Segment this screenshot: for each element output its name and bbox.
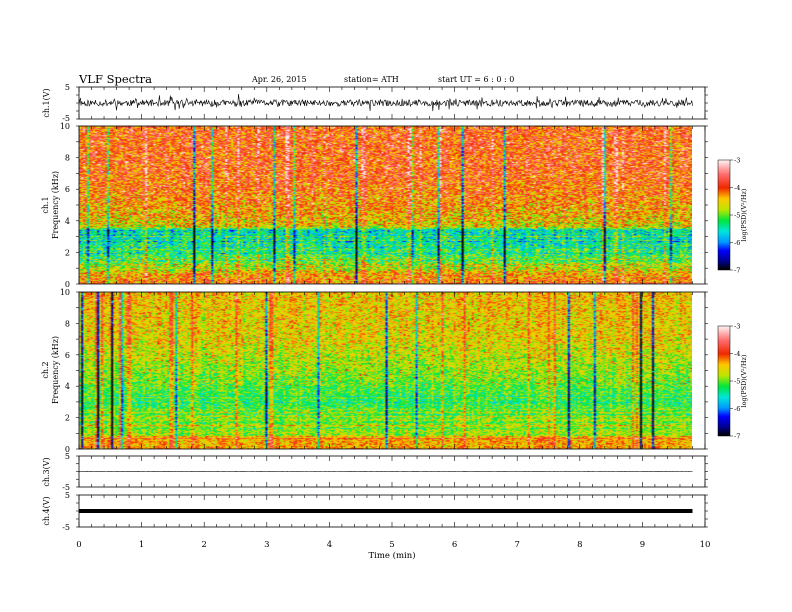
time-tick-label: 9 <box>640 540 645 550</box>
ch1-frequency-axis-label: Frequency (kHz) <box>51 171 60 239</box>
ch3-ytick-bottom: -5 <box>62 483 70 492</box>
time-tick-label: 0 <box>76 540 81 550</box>
ch2-spectrogram-image <box>79 292 692 449</box>
ch3-waveform-panel: 5 -5 ch.3(V) <box>42 452 708 492</box>
ch1-ytick-top: 5 <box>65 83 70 92</box>
ch4-waveform-ylabel: ch.4(V) <box>42 496 51 525</box>
ch1-spectrogram-panel: 0 2 4 6 8 10 ch.1 Frequency (kHz) <box>41 122 708 289</box>
frequency-tick-label: 8 <box>65 154 70 163</box>
time-tick-label: 5 <box>389 540 394 550</box>
ch3-waveform-ticks <box>76 455 708 488</box>
colorbar-tick-label: -4 <box>734 184 740 192</box>
ch2-frequency-axis-label: Frequency (kHz) <box>51 336 60 404</box>
ch2-spectrogram-panel: 0 2 4 6 8 10 ch.2 Frequency (kHz) <box>41 288 708 454</box>
ch2-colorbar-ticks: -3 -4 -5 -6 -7 <box>730 323 740 441</box>
time-tick-label: 6 <box>452 540 457 550</box>
time-tick-label: 7 <box>514 540 519 550</box>
colorbar-tick-label: -3 <box>734 323 740 331</box>
time-tick-label: 1 <box>139 540 144 550</box>
ch4-waveform-ticks <box>76 494 708 528</box>
ch1-spectrogram-image <box>79 126 692 284</box>
ch1-frequency-tick-labels: 0 2 4 6 8 10 <box>60 122 70 289</box>
ch3-waveform-ylabel: ch.3(V) <box>42 457 51 486</box>
time-tick-label: 3 <box>264 540 269 550</box>
date-label: Apr. 26, 2015 <box>251 75 307 84</box>
ch1-spectrogram-ticks <box>76 125 708 285</box>
ch2-channel-label: ch.2 <box>41 361 50 378</box>
ch4-waveform-panel: 5 -5 ch.4(V) <box>42 491 708 532</box>
ch1-channel-label: ch.1 <box>41 196 50 213</box>
ch1-waveform-ticks <box>76 86 708 120</box>
ch3-ytick-top: 5 <box>65 452 70 461</box>
ch2-frequency-tick-labels: 0 2 4 6 8 10 <box>60 288 70 454</box>
frequency-tick-label: 10 <box>60 288 70 297</box>
frequency-tick-label: 0 <box>65 445 70 454</box>
time-tick-label: 4 <box>327 540 332 550</box>
time-axis: 0 1 2 3 4 5 6 7 8 9 10 <box>76 540 710 550</box>
ch4-ytick-top: 5 <box>65 491 70 500</box>
frequency-tick-label: 4 <box>65 382 70 391</box>
ch1-colorbar-ticks: -3 -4 -5 -6 -7 <box>730 157 740 275</box>
ch1-waveform-line <box>78 93 693 112</box>
colorbar-tick-label: -4 <box>734 350 740 358</box>
frequency-tick-label: 10 <box>60 122 70 131</box>
colorbar-tick-label: -5 <box>734 378 740 386</box>
ch1-waveform-ylabel: ch.1(V) <box>42 88 51 117</box>
ch1-colorbar-gradient <box>718 160 730 270</box>
ch2-colorbar: -3 -4 -5 -6 -7 log(PSD)(V²/Hz) <box>717 323 748 441</box>
ch4-ytick-bottom: -5 <box>62 523 70 532</box>
colorbar-tick-label: -7 <box>734 433 740 441</box>
colorbar-tick-label: -6 <box>734 239 740 247</box>
ch1-colorbar-label: log(PSD)(V²/Hz) <box>740 188 748 241</box>
time-axis-label: Time (min) <box>368 550 415 561</box>
colorbar-tick-label: -7 <box>734 267 740 275</box>
start-time-label: start UT = 6 : 0 : 0 <box>438 75 514 84</box>
frequency-tick-label: 6 <box>65 351 70 360</box>
colorbar-tick-label: -3 <box>734 157 740 165</box>
colorbar-tick-label: -5 <box>734 212 740 220</box>
time-tick-label: 10 <box>700 540 711 550</box>
figure-title: VLF Spectra <box>78 72 152 86</box>
ch2-colorbar-gradient <box>718 326 730 436</box>
ch1-colorbar: -3 -4 -5 -6 -7 log(PSD)(V²/Hz) <box>717 157 748 275</box>
ch1-waveform-trace <box>78 93 693 112</box>
frequency-tick-label: 8 <box>65 319 70 328</box>
ch1-ytick-bottom: -5 <box>62 114 70 123</box>
frequency-tick-label: 6 <box>65 185 70 194</box>
ch2-spectrogram-ticks <box>76 291 708 450</box>
colorbar-tick-label: -6 <box>734 405 740 413</box>
frequency-tick-label: 0 <box>65 280 70 289</box>
ch2-colorbar-label: log(PSD)(V²/Hz) <box>740 354 748 407</box>
time-tick-label: 8 <box>577 540 582 550</box>
frequency-tick-label: 2 <box>65 248 70 257</box>
frequency-tick-label: 2 <box>65 414 70 423</box>
ch1-waveform-panel: 5 -5 ch.1(V) <box>42 83 708 123</box>
time-tick-label: 2 <box>201 540 206 550</box>
station-label: station= ATH <box>344 75 399 84</box>
frequency-tick-label: 4 <box>65 217 70 226</box>
